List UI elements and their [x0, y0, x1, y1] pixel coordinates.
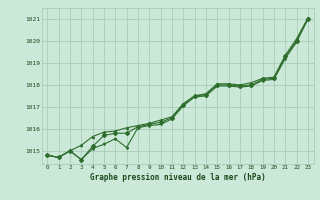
X-axis label: Graphe pression niveau de la mer (hPa): Graphe pression niveau de la mer (hPa)	[90, 173, 266, 182]
